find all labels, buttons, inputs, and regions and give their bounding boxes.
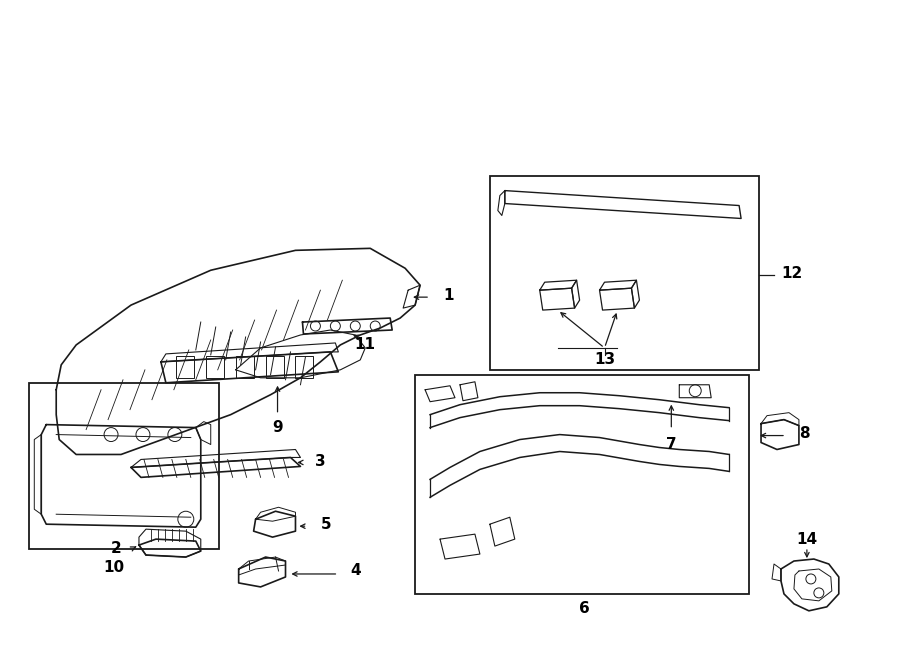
Text: 2: 2: [111, 541, 121, 556]
Bar: [176, 356, 194, 378]
Text: 14: 14: [796, 531, 817, 547]
Bar: [30, 383, 219, 549]
Bar: [295, 356, 313, 378]
Text: 7: 7: [666, 437, 677, 452]
Text: 5: 5: [320, 517, 331, 531]
Bar: [206, 356, 224, 378]
Text: 11: 11: [355, 337, 376, 352]
Text: 3: 3: [315, 454, 326, 469]
Text: 4: 4: [350, 563, 361, 578]
Bar: [490, 176, 759, 370]
Text: 6: 6: [580, 602, 590, 616]
Text: 12: 12: [781, 266, 802, 281]
Text: 1: 1: [443, 288, 454, 303]
Bar: [266, 356, 284, 378]
Bar: [415, 375, 749, 594]
Text: 8: 8: [799, 426, 809, 441]
Text: 13: 13: [594, 352, 615, 368]
Text: 10: 10: [104, 559, 124, 574]
Bar: [236, 356, 254, 378]
Text: 9: 9: [272, 420, 283, 435]
